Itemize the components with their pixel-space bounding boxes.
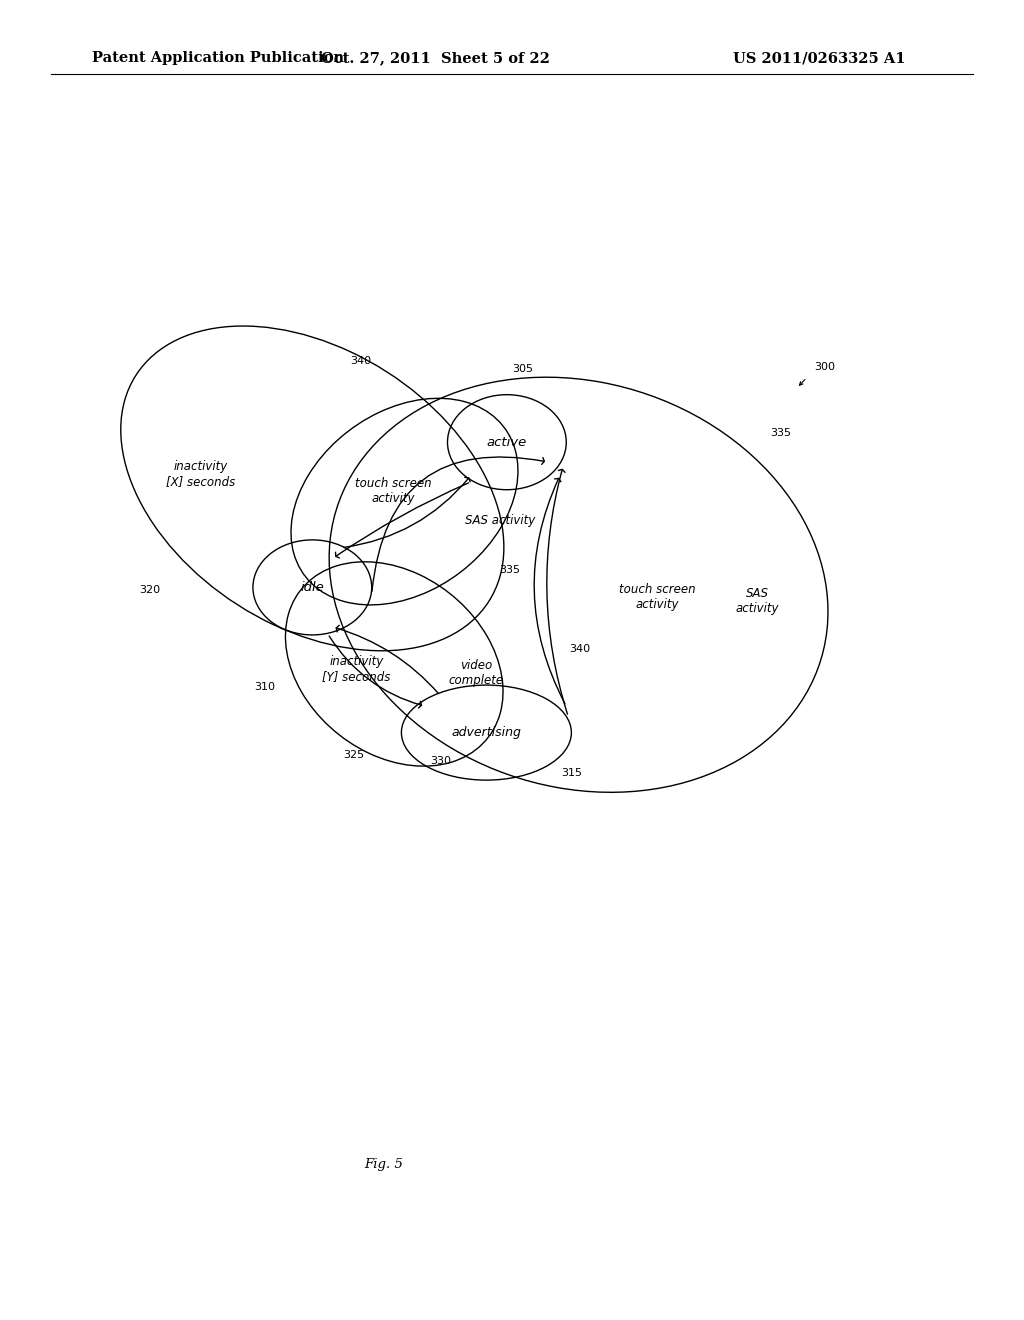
Text: touch screen
activity: touch screen activity bbox=[355, 477, 431, 506]
Text: 325: 325 bbox=[343, 750, 364, 760]
Text: 320: 320 bbox=[139, 585, 161, 595]
Text: 335: 335 bbox=[499, 565, 520, 576]
Text: inactivity
[Y] seconds: inactivity [Y] seconds bbox=[323, 655, 390, 684]
Text: 315: 315 bbox=[561, 768, 583, 779]
Text: touch screen
activity: touch screen activity bbox=[620, 582, 695, 611]
Text: 305: 305 bbox=[512, 363, 532, 374]
Text: Fig. 5: Fig. 5 bbox=[365, 1158, 403, 1171]
Text: video
complete: video complete bbox=[449, 659, 504, 688]
Text: active: active bbox=[486, 436, 527, 449]
Text: 335: 335 bbox=[770, 428, 792, 438]
Text: Oct. 27, 2011  Sheet 5 of 22: Oct. 27, 2011 Sheet 5 of 22 bbox=[321, 51, 550, 65]
Text: SAS activity: SAS activity bbox=[465, 513, 535, 527]
Text: 330: 330 bbox=[430, 756, 451, 767]
Text: US 2011/0263325 A1: US 2011/0263325 A1 bbox=[733, 51, 905, 65]
Text: 340: 340 bbox=[350, 355, 371, 366]
Text: idle: idle bbox=[300, 581, 325, 594]
Text: advertising: advertising bbox=[452, 726, 521, 739]
Text: 340: 340 bbox=[569, 644, 591, 655]
Text: 310: 310 bbox=[254, 682, 275, 693]
Text: inactivity
[X] seconds: inactivity [X] seconds bbox=[166, 459, 236, 488]
Text: Patent Application Publication: Patent Application Publication bbox=[92, 51, 344, 65]
Text: 300: 300 bbox=[814, 362, 836, 372]
Text: SAS
activity: SAS activity bbox=[736, 586, 779, 615]
